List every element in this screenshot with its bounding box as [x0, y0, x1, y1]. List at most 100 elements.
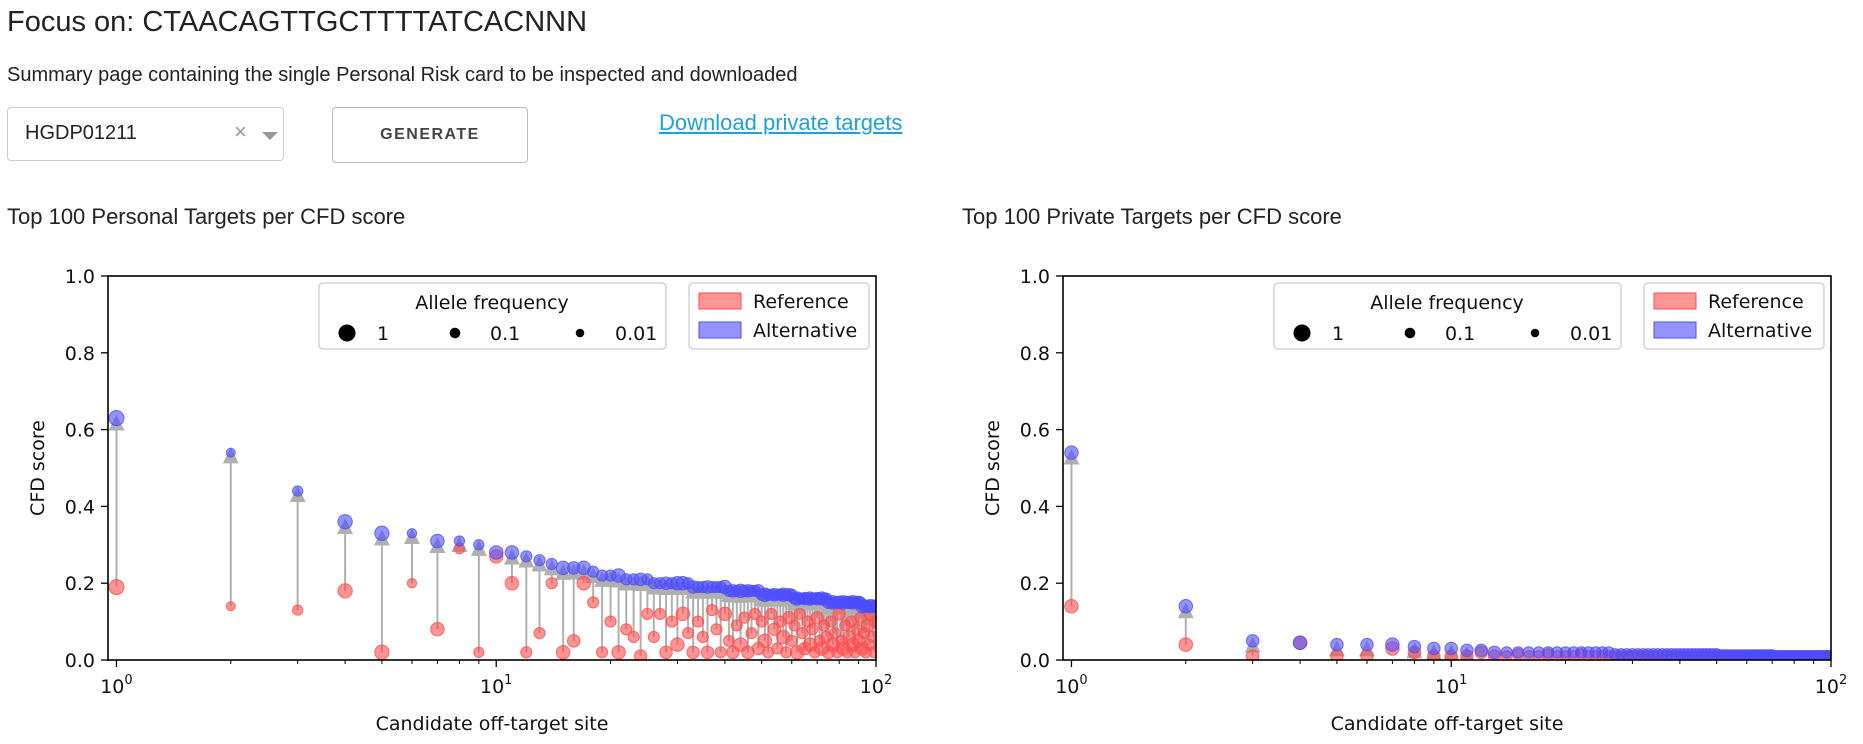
- alternative-point: [1500, 646, 1513, 659]
- size-legend-label: 0.1: [490, 323, 520, 345]
- sample-select[interactable]: HGDP01211 ×: [7, 107, 284, 161]
- reference-point: [627, 630, 640, 644]
- size-legend: Allele frequency 1 0.1 0.01: [1273, 282, 1622, 350]
- reference-point: [653, 607, 667, 621]
- size-legend-label: 0.01: [615, 323, 657, 345]
- alternative-point: [1427, 641, 1441, 656]
- alternative-point: [1407, 639, 1422, 654]
- reference-point: [788, 619, 801, 632]
- reference-point: [738, 611, 751, 624]
- reference-point: [520, 646, 533, 659]
- reference-point: [430, 622, 445, 637]
- generate-button[interactable]: GENERATE: [332, 107, 528, 163]
- alternative-point: [1330, 637, 1344, 652]
- alternative-point: [520, 550, 533, 563]
- alternative-point: [1245, 634, 1260, 648]
- reference-point: [696, 630, 709, 644]
- size-legend-label: 1: [1332, 323, 1344, 345]
- alternative-point: [1178, 599, 1194, 614]
- reference-point: [757, 633, 773, 649]
- reference-point: [675, 606, 691, 622]
- page-subtitle: Summary page containing the single Perso…: [7, 64, 798, 86]
- reference-point: [545, 577, 558, 590]
- x-tick-label: 100: [1055, 673, 1087, 698]
- reference-point: [641, 607, 654, 621]
- size-legend-title: Allele frequency: [1370, 292, 1524, 314]
- reference-point: [705, 603, 719, 617]
- reference-point: [1245, 649, 1260, 660]
- reference-point: [670, 637, 685, 652]
- alternative-point: [488, 545, 504, 560]
- legend-label: Alternative: [1708, 320, 1812, 342]
- legend-label: Reference: [753, 291, 849, 313]
- size-legend-marker: [338, 324, 356, 342]
- download-private-targets-link[interactable]: Download private targets: [659, 110, 903, 135]
- legend-swatch: [698, 321, 742, 339]
- reference-point: [473, 646, 485, 658]
- alternative-point: [545, 557, 558, 571]
- y-axis-label: CFD score: [982, 420, 1004, 516]
- reference-point: [555, 645, 571, 660]
- x-tick-label: 101: [480, 673, 512, 698]
- reference-point: [730, 619, 743, 632]
- chart-private: 0.0 0.2 0.4 0.6 0.8 1.0 100 101 102 Candidate off…: [982, 266, 1847, 735]
- alternative-point: [1487, 645, 1502, 660]
- size-legend-label: 1: [377, 323, 389, 345]
- plot-area: [108, 410, 876, 660]
- alternative-point: [430, 533, 445, 549]
- reference-point: [691, 615, 705, 628]
- reference-point: [633, 649, 648, 660]
- y-tick-label: 0.8: [65, 343, 95, 365]
- reference-point: [745, 627, 758, 640]
- reference-point: [611, 645, 626, 660]
- axes-frame: [1062, 275, 1832, 661]
- reference-point: [686, 645, 700, 660]
- reference-point: [108, 579, 125, 596]
- reference-point: [620, 623, 633, 636]
- alternative-point: [1824, 650, 1831, 660]
- alternative-point: [406, 528, 418, 539]
- size-legend-title: Allele frequency: [415, 292, 569, 314]
- series-legend: Reference Alternative: [1643, 282, 1825, 350]
- legend-label: Alternative: [753, 320, 857, 342]
- clear-icon[interactable]: ×: [234, 119, 247, 144]
- y-tick-label: 0.0: [1020, 650, 1050, 672]
- alternative-point: [1292, 635, 1308, 650]
- reference-point: [587, 596, 600, 609]
- x-axis-label: Candidate off-target site: [1331, 713, 1564, 735]
- alternative-point: [1360, 637, 1374, 652]
- size-legend-marker: [575, 328, 585, 338]
- size-legend-marker: [1530, 328, 1540, 338]
- reference-point: [1064, 599, 1079, 614]
- size-legend-marker: [449, 327, 461, 339]
- size-legend-label: 0.1: [1445, 323, 1475, 345]
- chart-personal: 0.0 0.2 0.4 0.6 0.8 1.0 100 101 102 Candidate off…: [27, 266, 892, 735]
- reference-point: [406, 577, 418, 589]
- size-legend-marker: [1404, 327, 1416, 339]
- reference-point: [796, 627, 809, 640]
- alternative-point: [337, 514, 353, 530]
- reference-point: [806, 623, 819, 636]
- y-tick-label: 0.2: [1020, 573, 1050, 595]
- alternative-point: [473, 539, 485, 551]
- reference-point: [647, 630, 660, 644]
- alternative-point: [1512, 646, 1525, 659]
- reference-point: [868, 646, 876, 659]
- plot-area: [1063, 445, 1831, 660]
- legend-label: Reference: [1708, 291, 1804, 313]
- reference-point: [337, 583, 353, 599]
- reference-point: [722, 634, 736, 647]
- alternative-point: [1444, 641, 1458, 656]
- reference-point: [793, 607, 806, 621]
- y-tick-label: 1.0: [65, 266, 95, 288]
- reference-point: [1178, 637, 1194, 652]
- size-legend-marker: [1293, 324, 1311, 342]
- reference-point: [533, 627, 546, 640]
- alternative-point: [1522, 646, 1535, 659]
- alternative-point: [1064, 445, 1079, 460]
- y-tick-label: 0.6: [1020, 420, 1050, 442]
- y-tick-label: 1.0: [1020, 266, 1050, 288]
- chevron-down-icon[interactable]: [262, 132, 278, 140]
- reference-point: [765, 607, 778, 621]
- reference-point: [225, 601, 236, 612]
